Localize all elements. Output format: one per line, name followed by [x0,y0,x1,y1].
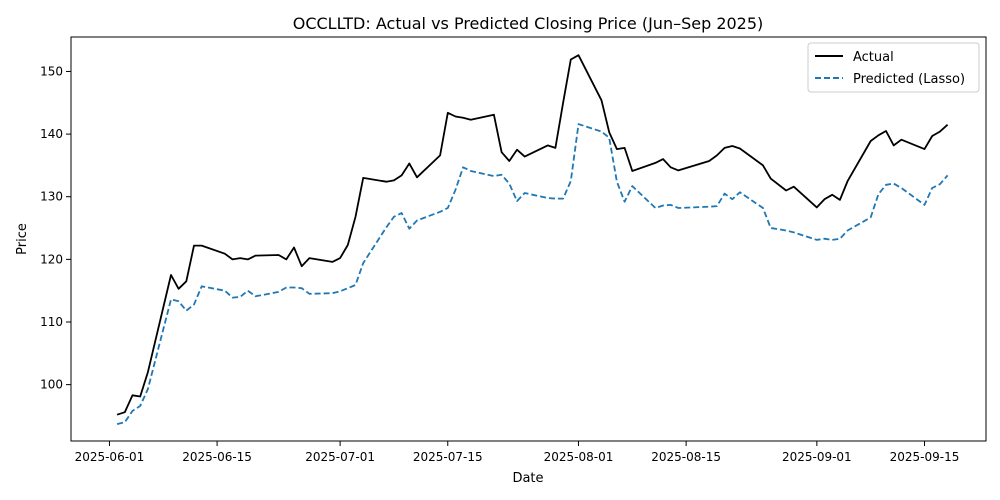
x-tick-label: 2025-09-01 [782,450,852,464]
x-tick-label: 2025-08-01 [544,450,614,464]
y-tick-label: 130 [40,190,63,204]
x-tick-label: 2025-08-15 [651,450,721,464]
y-axis-label: Price [15,223,30,255]
legend: Actual Predicted (Lasso) [807,42,980,93]
y-tick-label: 150 [40,64,63,78]
plot-frame [70,36,987,442]
chart-title: OCCLLTD: Actual vs Predicted Closing Pri… [293,14,764,33]
series-layer [116,54,949,425]
y-tick-label: 110 [40,315,63,329]
y-axis: 100 110 120 130 140 150 [40,64,71,392]
x-axis: 2025-06-01 2025-06-15 2025-07-01 2025-07-15… [75,441,960,464]
x-tick-label: 2025-07-15 [413,450,483,464]
y-tick-label: 140 [40,127,63,141]
legend-label-predicted: Predicted (Lasso) [853,72,965,87]
y-tick-label: 120 [40,252,63,266]
legend-label-actual: Actual [853,50,894,65]
series-line-actual [116,54,949,416]
x-tick-label: 2025-07-01 [305,450,375,464]
legend-box [807,42,980,93]
x-tick-label: 2025-09-15 [890,450,960,464]
x-tick-label: 2025-06-15 [182,450,252,464]
series-line-predicted [116,123,949,425]
y-tick-label: 100 [40,378,63,392]
x-axis-label: Date [512,471,543,486]
x-tick-label: 2025-06-01 [75,450,145,464]
